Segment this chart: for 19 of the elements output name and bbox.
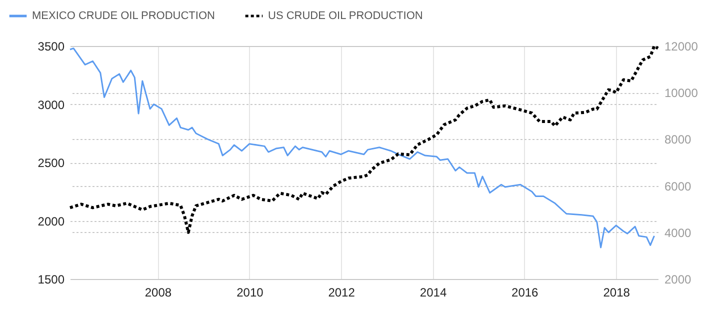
y-tick-label: 1500 <box>38 272 65 286</box>
y2-tick-label: 6000 <box>664 179 692 194</box>
y-tick-label: 2500 <box>38 156 65 170</box>
y2-tick-label: 10000 <box>664 86 698 100</box>
y-tick-label: 2000 <box>38 214 65 228</box>
x-tick-label: 2008 <box>144 286 172 300</box>
y-tick-label: 3000 <box>38 98 65 112</box>
legend-label: MEXICO CRUDE OIL PRODUCTION <box>32 10 215 22</box>
y2-tick-label: 2000 <box>664 272 692 286</box>
x-tick-label: 2014 <box>420 286 447 300</box>
y2-tick-label: 4000 <box>664 226 692 240</box>
x-tick-label: 2012 <box>328 286 356 300</box>
x-tick-label: 2016 <box>512 286 539 300</box>
x-tick-label: 2018 <box>603 286 630 300</box>
y-tick-label: 3500 <box>38 40 65 54</box>
x-tick-label: 2010 <box>236 286 264 300</box>
y2-tick-label: 12000 <box>664 40 698 54</box>
y2-tick-label: 8000 <box>664 132 692 147</box>
legend-label: US CRUDE OIL PRODUCTION <box>268 10 423 22</box>
